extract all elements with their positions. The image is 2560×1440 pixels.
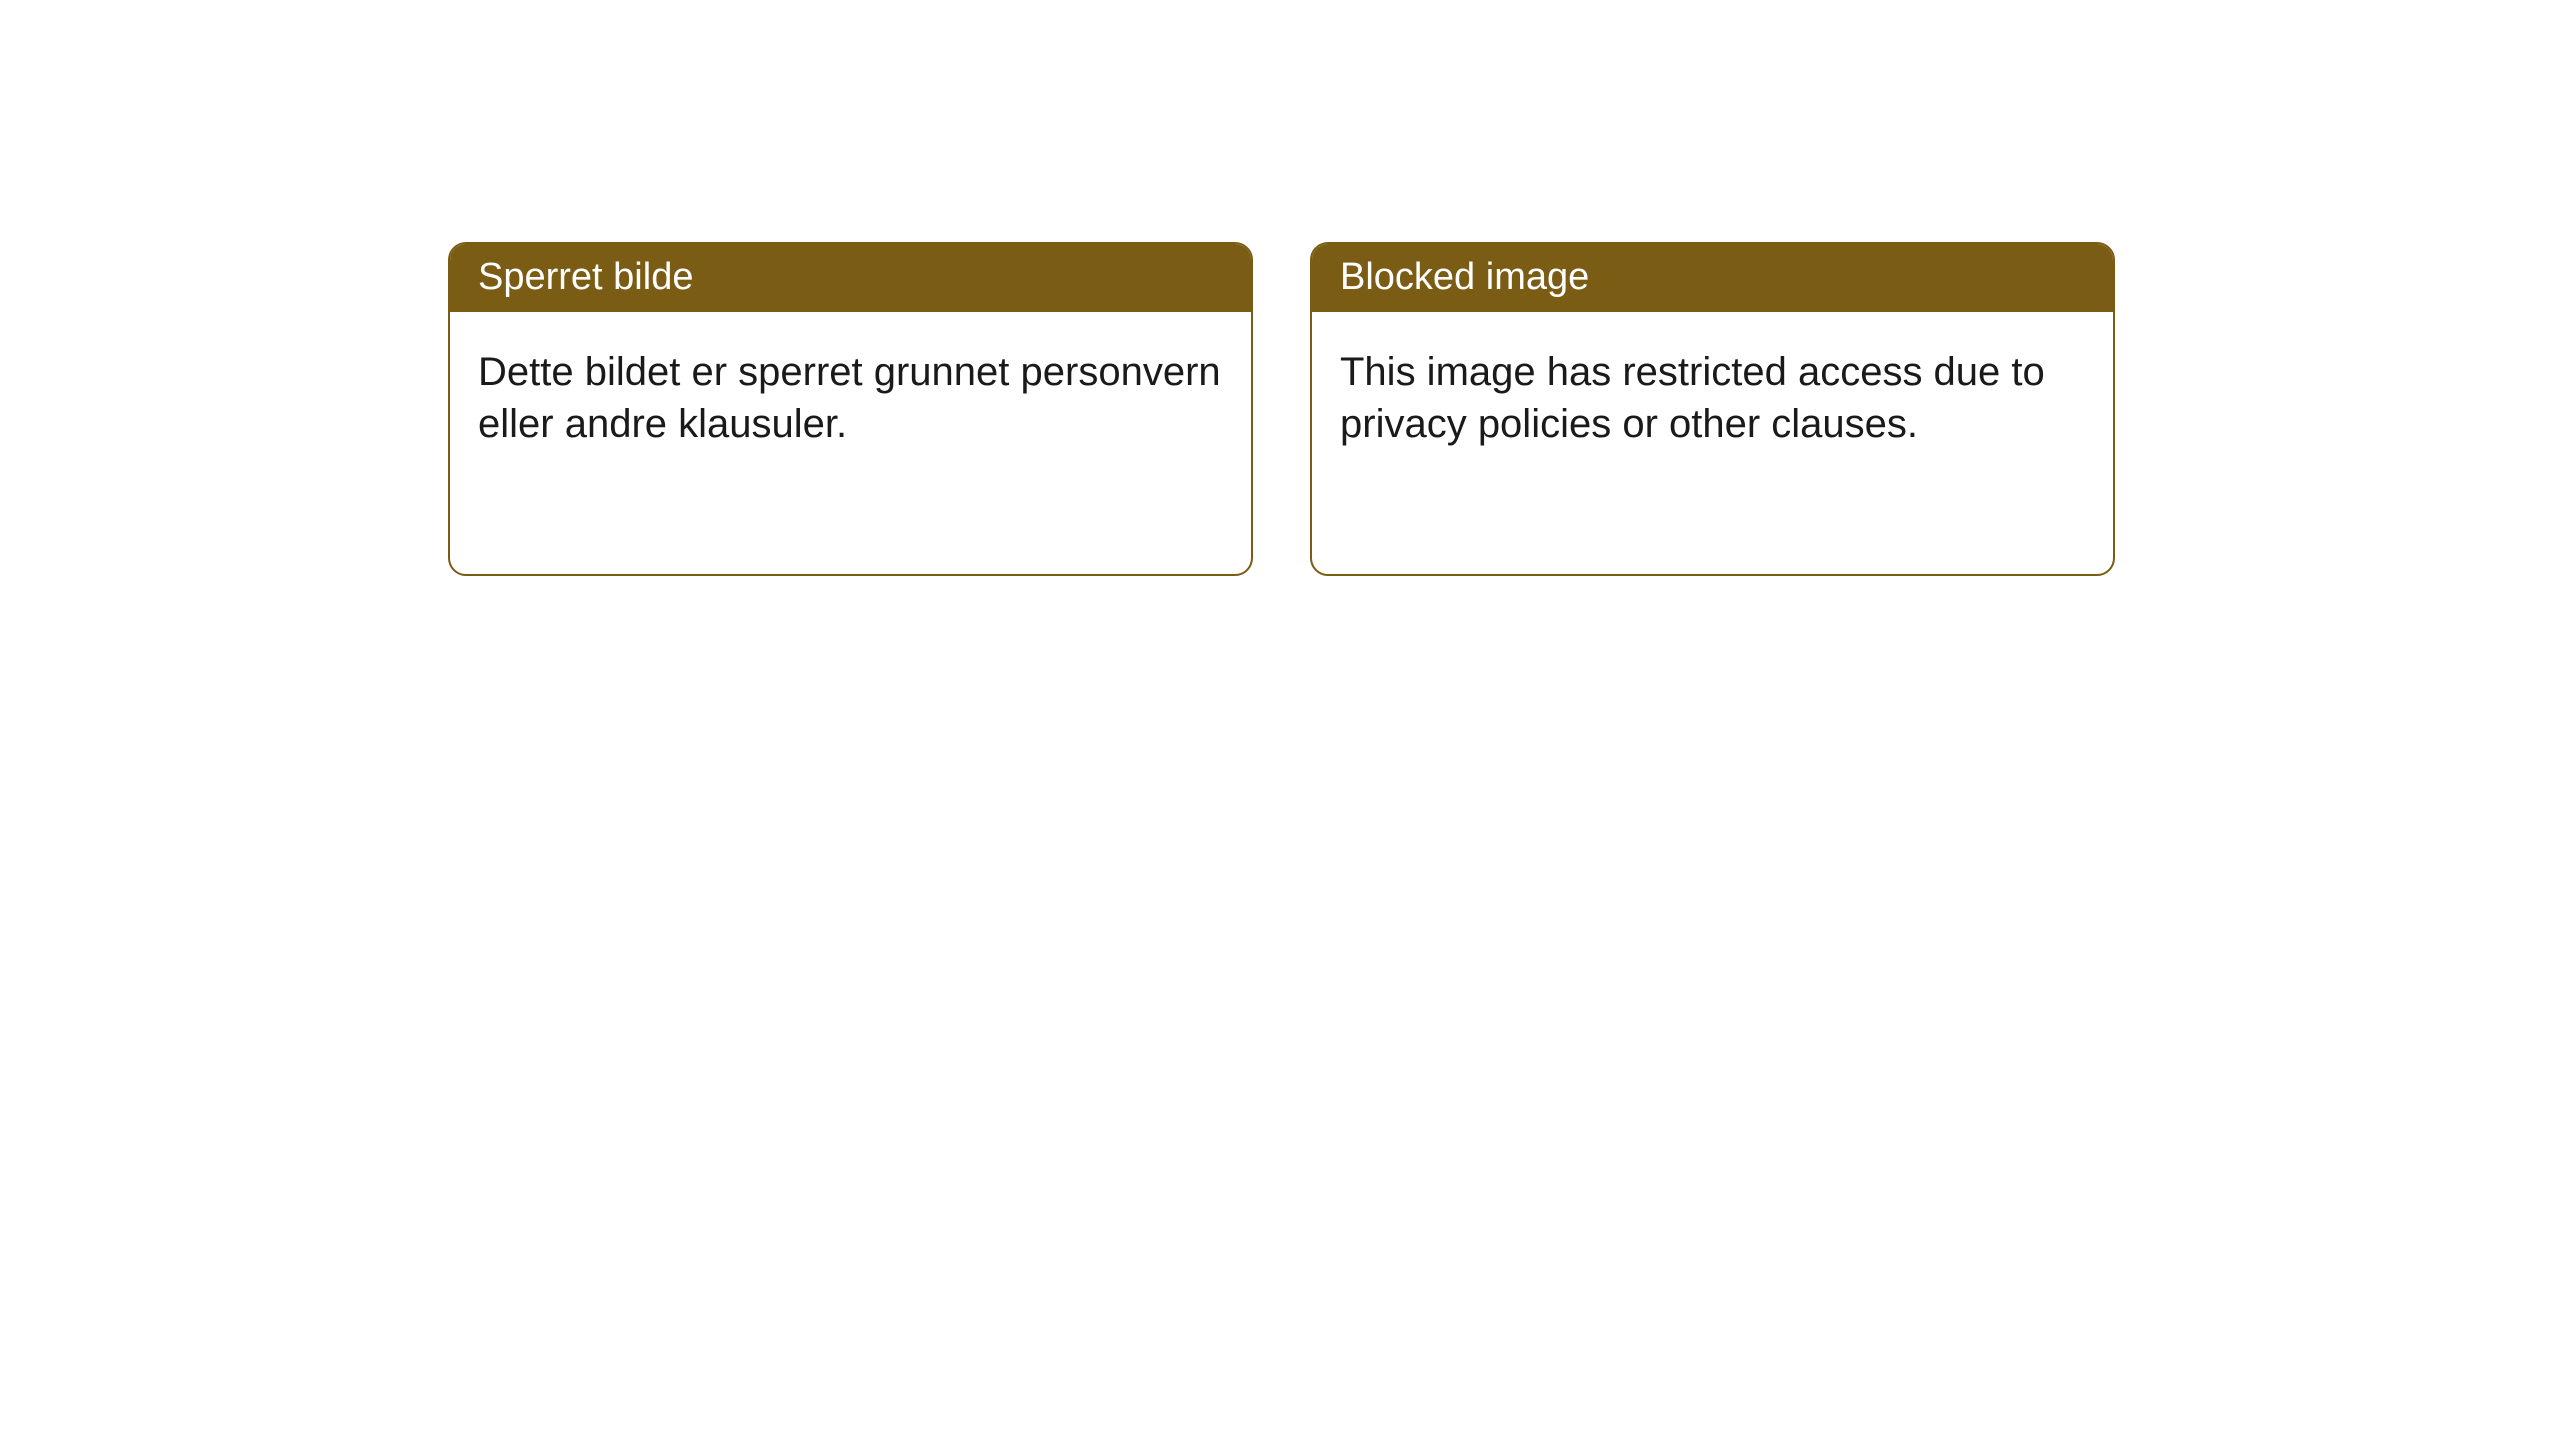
notice-body-text: Dette bildet er sperret grunnet personve… — [478, 350, 1221, 446]
notice-title: Blocked image — [1340, 256, 1589, 298]
notice-title: Sperret bilde — [478, 256, 693, 298]
notice-header: Blocked image — [1312, 244, 2113, 312]
notice-body-text: This image has restricted access due to … — [1340, 350, 2045, 446]
notice-container: Sperret bilde Dette bildet er sperret gr… — [448, 242, 2115, 576]
notice-card-norwegian: Sperret bilde Dette bildet er sperret gr… — [448, 242, 1253, 576]
notice-body: This image has restricted access due to … — [1312, 312, 2113, 484]
notice-body: Dette bildet er sperret grunnet personve… — [450, 312, 1251, 484]
notice-card-english: Blocked image This image has restricted … — [1310, 242, 2115, 576]
notice-header: Sperret bilde — [450, 244, 1251, 312]
